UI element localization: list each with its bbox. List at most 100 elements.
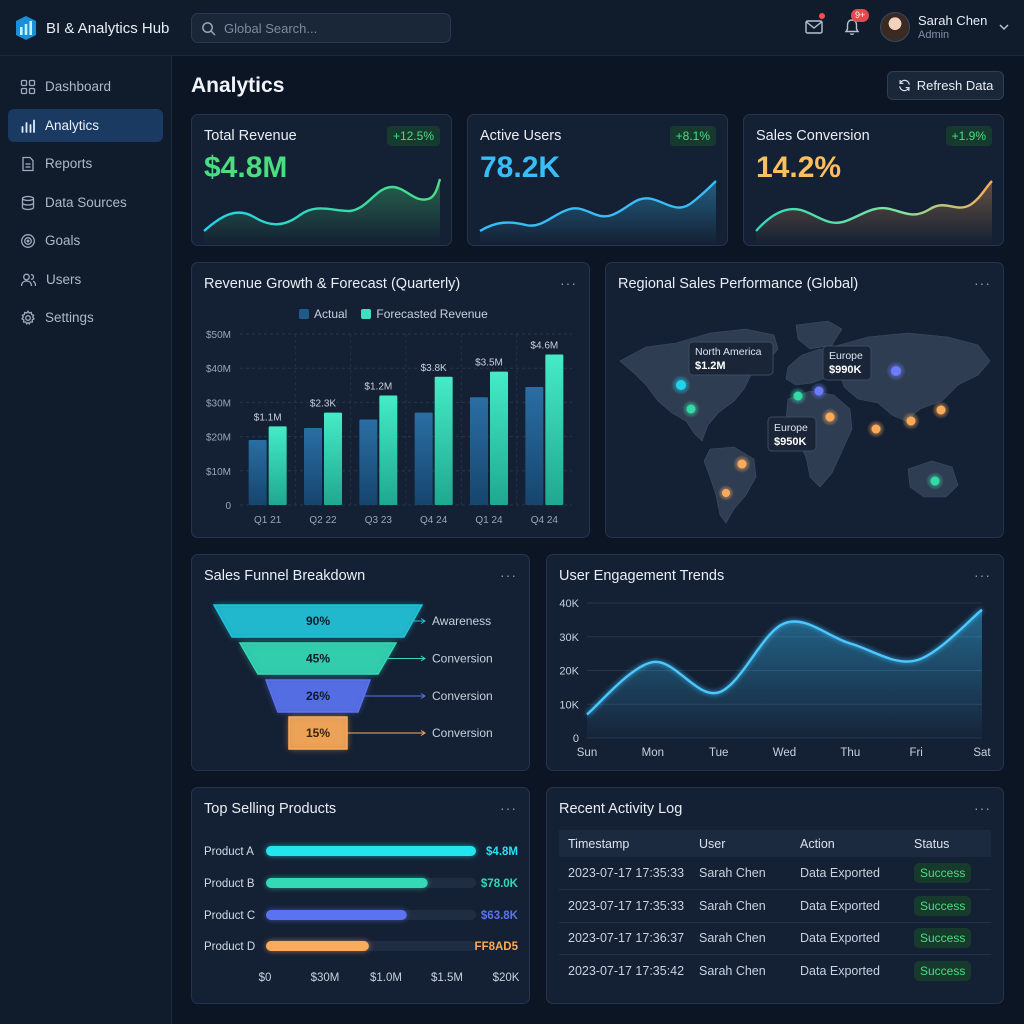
bar-forecast[interactable] [434, 376, 453, 505]
search-icon [202, 21, 216, 35]
status-badge: Success [914, 928, 972, 949]
mail-button[interactable] [803, 13, 825, 38]
user-menu[interactable]: Sarah Chen Admin [880, 12, 1009, 42]
avatar [880, 12, 910, 42]
action-cell: Data Exported [791, 922, 905, 955]
bar-actual[interactable] [525, 387, 544, 505]
sidebar: Dashboard Analytics Reports Data Sources… [0, 56, 172, 1024]
bar-actual[interactable] [248, 440, 267, 505]
products-bar-chart: Product A $4.8M Product B $78.0K Product C $6… [204, 846, 520, 984]
gear-icon [21, 309, 35, 325]
sidebar-item-analytics[interactable]: Analytics [8, 109, 163, 142]
y-tick-label: 40K [559, 598, 579, 610]
engagement-line[interactable] [586, 608, 983, 716]
funnel-stage-value: 26% [306, 689, 330, 703]
chart-title: Sales Funnel Breakdown [204, 568, 366, 584]
app-title: BI & Analytics Hub [46, 19, 170, 37]
bar-actual[interactable] [414, 412, 433, 505]
kpi-card-active-users[interactable]: Active Users +8.1% 78.2K [467, 114, 728, 246]
sidebar-item-label: Settings [45, 310, 94, 325]
more-options-icon[interactable]: ··· [500, 567, 517, 583]
x-tick-label: Thu [840, 747, 860, 759]
kpi-sparkline [203, 178, 442, 245]
chart-title: Top Selling Products [204, 801, 337, 817]
bar-forecast[interactable] [324, 412, 342, 505]
arrow-icon [420, 618, 426, 624]
notifications-button[interactable]: 9+ [841, 9, 870, 38]
product-bar[interactable] [266, 846, 476, 856]
search-input[interactable] [224, 20, 434, 36]
funnel-stage[interactable] [264, 679, 372, 713]
sidebar-item-data-sources[interactable]: Data Sources [8, 186, 163, 219]
column-header[interactable]: Status [905, 830, 991, 857]
arrow-icon [420, 730, 426, 736]
funnel-stage[interactable] [238, 642, 398, 675]
sidebar-item-users[interactable]: Users [8, 263, 163, 296]
bar-forecast[interactable] [490, 371, 508, 505]
y-tick-label: 30K [559, 632, 579, 644]
bar-actual[interactable] [470, 397, 488, 505]
status-badge: Success [914, 895, 972, 916]
regional-sales-card: Regional Sales Performance (Global) ··· [605, 262, 1004, 538]
bar-forecast[interactable] [379, 395, 398, 505]
bar-data-label: $1.2M [364, 382, 392, 393]
bar-actual[interactable] [304, 428, 322, 505]
x-tick-label: Tue [709, 747, 728, 759]
svg-text:$950K: $950K [774, 436, 806, 448]
funnel-stage[interactable] [288, 716, 348, 750]
table-row[interactable]: 2023-07-17 17:35:33 Sarah Chen Data Expo… [559, 889, 991, 923]
column-header[interactable]: User [690, 830, 791, 857]
action-cell: Data Exported [800, 964, 880, 978]
more-options-icon[interactable]: ··· [500, 800, 517, 816]
refresh-data-button[interactable]: Refresh Data [887, 71, 1004, 100]
more-options-icon[interactable]: ··· [974, 800, 991, 816]
y-tick-label: 0 [573, 733, 579, 745]
more-options-icon[interactable]: ··· [974, 275, 991, 291]
bar-forecast[interactable] [268, 426, 287, 505]
x-tick-label: Q2 22 [309, 515, 337, 526]
map-callout-europe-2[interactable]: Europe $950K [767, 416, 817, 452]
sidebar-item-reports[interactable]: Reports [8, 147, 163, 180]
sidebar-item-goals[interactable]: Goals [8, 224, 163, 257]
app-logo-icon [16, 16, 36, 40]
table-row[interactable]: 2023-07-17 17:35:42 Sarah Chen Data Expo… [559, 955, 991, 988]
status-badge: Success [914, 863, 972, 883]
funnel-chart: 90% Awareness 45% Conversion 26% Conversion 15… [212, 604, 493, 750]
refresh-label: Refresh Data [916, 78, 994, 93]
revenue-bar-chart: 0 $10M $20M $30M $40M $50M $1.1M Q1 21 $2.3K Q2 2… [206, 330, 572, 526]
sidebar-item-settings[interactable]: Settings [8, 301, 163, 334]
funnel-stage[interactable] [212, 604, 424, 638]
product-bar[interactable] [266, 941, 369, 951]
global-search[interactable] [191, 13, 451, 43]
column-header[interactable]: Action [791, 830, 905, 857]
more-options-icon[interactable]: ··· [974, 567, 991, 583]
x-tick-label: Sun [577, 747, 597, 759]
product-bar[interactable] [266, 878, 428, 888]
kpi-card-sales-conversion[interactable]: Sales Conversion +1.9% 14.2% [743, 114, 1004, 246]
y-tick-label: $40M [206, 364, 231, 375]
target-icon [21, 233, 35, 248]
map-callout-north-america[interactable]: North America $1.2M [688, 341, 774, 376]
revenue-growth-card: Revenue Growth & Forecast (Quarterly) ··… [191, 262, 590, 538]
sidebar-item-dashboard[interactable]: Dashboard [8, 70, 163, 103]
world-map: North America $1.2M Europe $990K Europe … [619, 320, 991, 524]
y-tick-label: 10K [559, 699, 579, 711]
x-tick-label: $30M [311, 972, 340, 984]
brand[interactable]: BI & Analytics Hub [14, 14, 169, 42]
map-callout-europe-1[interactable]: Europe $990K [822, 345, 872, 381]
more-options-icon[interactable]: ··· [560, 275, 577, 291]
arrow-icon [420, 655, 426, 662]
table-row[interactable]: 2023-07-17 17:36:37 Sarah Chen Data Expo… [559, 922, 991, 955]
user-cell: Sarah Chen [690, 889, 791, 923]
kpi-title: Total Revenue [204, 128, 297, 144]
product-bar[interactable] [266, 910, 407, 920]
x-tick-label: Q3 23 [365, 515, 393, 526]
svg-text:North America: North America [695, 346, 762, 358]
kpi-sparkline [479, 180, 717, 245]
bar-actual[interactable] [359, 419, 378, 506]
legend-item-forecast: Forecasted Revenue [361, 307, 488, 321]
column-header[interactable]: Timestamp [559, 830, 690, 857]
table-row[interactable]: 2023-07-17 17:35:33 Sarah Chen Data Expo… [559, 857, 991, 890]
kpi-card-total-revenue[interactable]: Total Revenue +12.5% $4.8M [191, 114, 452, 246]
bar-forecast[interactable] [545, 354, 564, 505]
